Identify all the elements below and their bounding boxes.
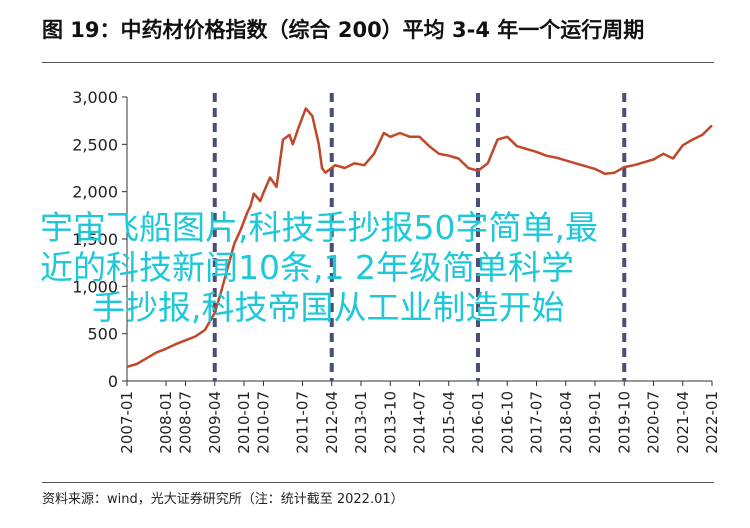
x-tick-label: 2015-04	[440, 391, 458, 454]
y-tick-label: 0	[108, 372, 118, 391]
x-tick-label: 2007-01	[118, 391, 136, 454]
x-tick-label: 2010-01	[235, 391, 253, 454]
x-tick-label: 2018-04	[557, 391, 575, 454]
x-tick-label: 2019-10	[615, 391, 633, 454]
watermark-overlay: 宇宙飞船图片,科技手抄报50字简单,最 近的科技新闻10条,1 2年级简单科学 …	[0, 208, 750, 348]
source-divider	[42, 482, 714, 483]
x-tick-label: 2013-10	[381, 391, 399, 454]
x-tick-label: 2008-01	[157, 391, 175, 454]
line-chart: 0 500 1,000 1,500 2,000 2,500 3,000 2007-01 2008…	[72, 88, 721, 454]
x-tick-label: 2011-07	[294, 391, 312, 454]
y-tick-label: 1,500	[72, 230, 118, 249]
overlay-line-2: 近的科技新闻10条,1 2年级简单科学	[40, 248, 574, 287]
y-tick-label: 2,000	[72, 183, 118, 202]
x-tick-label: 2017-07	[528, 391, 546, 454]
title-divider	[42, 62, 714, 63]
x-tick-label: 2010-07	[255, 391, 273, 454]
chart-title: 图 19：中药材价格指数（综合 200）平均 3-4 年一个运行周期	[42, 18, 645, 42]
overlay-line-1: 宇宙飞船图片,科技手抄报50字简单,最	[40, 208, 598, 247]
y-tick-label: 3,000	[72, 88, 118, 107]
x-tick-label: 2009-04	[206, 391, 224, 454]
x-tick-label: 2013-01	[352, 391, 370, 454]
x-tick-label: 2019-01	[586, 391, 604, 454]
x-tick-label: 2016-01	[469, 391, 487, 454]
y-tick-label: 2,500	[72, 135, 118, 154]
x-tick-label: 2008-07	[177, 391, 195, 454]
source-note: 资料来源：wind，光大证券研究所（注：统计截至 2022.01）	[42, 492, 404, 507]
x-tick-label: 2020-07	[645, 391, 663, 454]
overlay-line-3: 手抄报,科技帝国从工业制造开始	[92, 288, 565, 327]
x-tick-label: 2016-10	[498, 391, 516, 454]
x-tick-label: 2012-04	[323, 391, 341, 454]
x-tick-label: 2021-04	[674, 391, 692, 454]
y-tick-label: 500	[87, 325, 118, 344]
series-line	[126, 107, 713, 369]
x-tick-label: 2014-07	[411, 391, 429, 454]
x-tick-label: 2022-01	[703, 391, 721, 454]
y-tick-label: 1,000	[72, 277, 118, 296]
